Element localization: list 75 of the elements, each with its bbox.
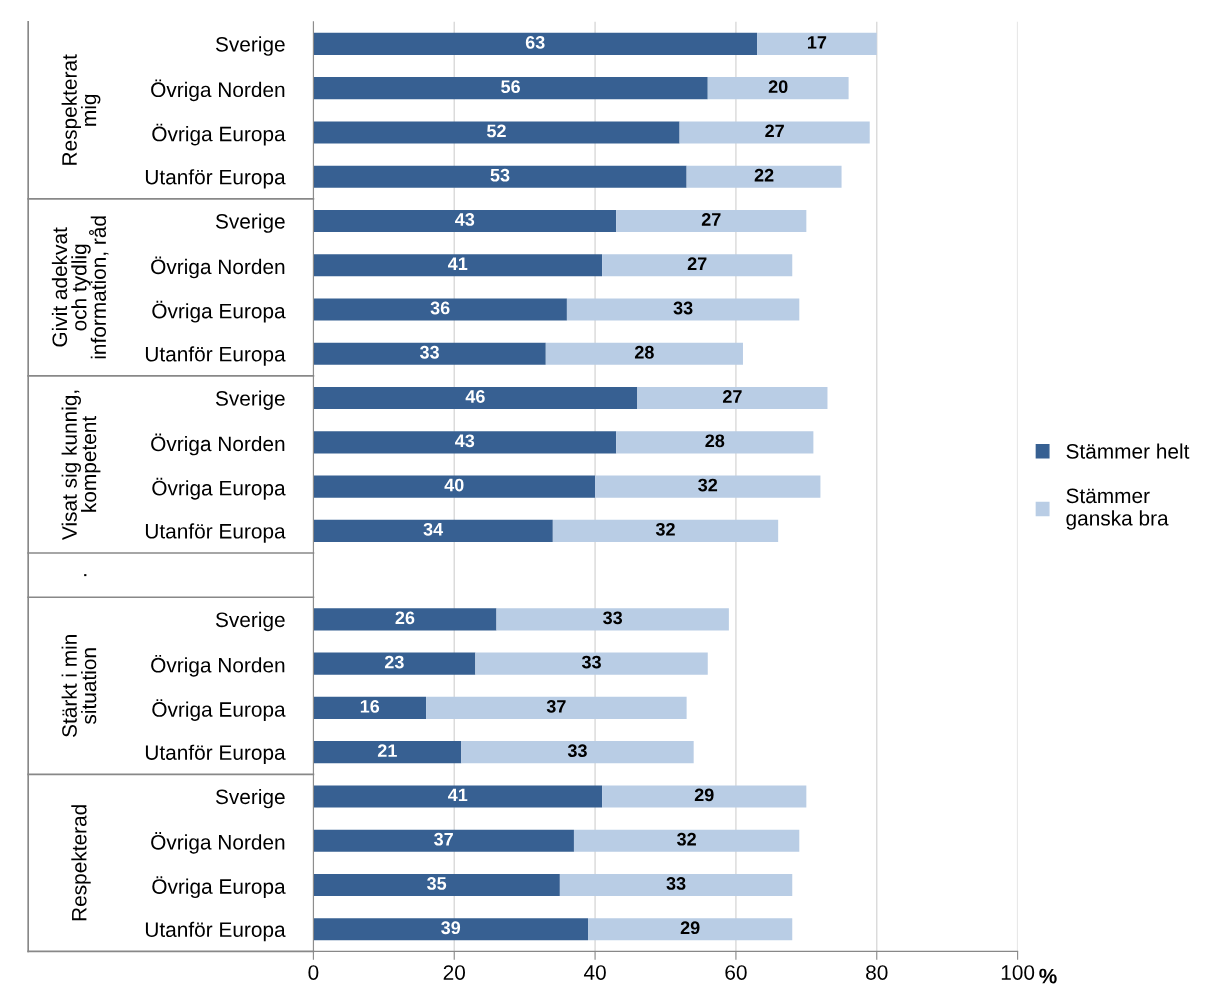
data-label: 27: [687, 257, 707, 270]
data-label: 39: [441, 921, 461, 935]
data-label: 40: [444, 478, 464, 492]
x-tick-label: 100: [1001, 965, 1035, 980]
data-label: 33: [673, 301, 693, 315]
data-label: 33: [666, 877, 686, 890]
data-label: 33: [581, 655, 601, 669]
y-tick-label: Övriga Norden: [151, 79, 285, 102]
data-label: 37: [546, 699, 566, 713]
data-label: 28: [634, 345, 654, 359]
y-tick-label: Utanför Europa: [145, 346, 286, 366]
data-label: 34: [423, 522, 444, 536]
data-label: 29: [694, 788, 714, 802]
data-label: 46: [465, 390, 485, 403]
data-label: 27: [722, 390, 742, 403]
data-label: 43: [455, 434, 475, 448]
data-label: 27: [765, 124, 784, 138]
data-label: 35: [427, 877, 447, 890]
legend-label: Stämmer ganska bra: [1066, 488, 1169, 530]
text: Visat sig kunnig, kompetent: [61, 390, 101, 541]
y-tick-label: Utanför Europa: [145, 169, 286, 189]
y-tick-label: Sverige: [215, 36, 285, 56]
x-axis-title: %: [1039, 968, 1057, 984]
y-tick-label: Övriga Europa: [152, 477, 286, 500]
y-tick-label: Övriga Norden: [151, 433, 285, 456]
data-label: 21: [377, 744, 397, 757]
data-label: 16: [360, 699, 380, 713]
data-label: 63: [525, 35, 545, 49]
data-label: 41: [447, 257, 468, 270]
data-label: 36: [430, 301, 450, 315]
text: Stärkt i min situation: [61, 635, 97, 737]
y-tick-label: Övriga Europa: [152, 300, 286, 323]
y-tick-label: Sverige: [215, 390, 285, 410]
y-tick-label: Övriga Norden: [151, 832, 285, 854]
data-label: 28: [705, 434, 725, 448]
x-tick-label: 20: [443, 965, 466, 980]
y-tick-label: Sverige: [215, 611, 285, 632]
y-tick-label: Utanför Europa: [145, 523, 286, 543]
y-tick-label: Sverige: [215, 788, 285, 809]
y-tick-label: Utanför Europa: [145, 921, 286, 942]
y-tick-label: Utanför Europa: [145, 744, 286, 765]
data-label: 52: [487, 124, 506, 138]
x-tick-label: 60: [725, 965, 747, 980]
data-label: 33: [603, 611, 623, 625]
legend-label: Stämmer helt: [1066, 443, 1190, 459]
text: Respekterat mig: [61, 54, 101, 165]
y-tick-label: Övriga Norden: [151, 654, 285, 677]
data-label: 29: [680, 921, 700, 935]
y-tick-label: Sverige: [215, 213, 285, 233]
text: .: [84, 574, 87, 577]
data-label: 27: [701, 213, 721, 226]
data-label: 32: [698, 478, 718, 492]
data-label: 37: [434, 832, 453, 846]
y-tick-label: Övriga Europa: [152, 699, 286, 721]
data-label: 56: [501, 80, 520, 94]
data-label: 41: [447, 788, 468, 802]
data-label: 33: [567, 744, 587, 758]
data-label: 43: [455, 213, 475, 226]
data-label: 33: [419, 345, 439, 359]
y-tick-label: Övriga Europa: [152, 123, 286, 146]
text: Respekterad: [71, 805, 91, 921]
data-label: 20: [768, 80, 788, 94]
data-label: 17: [808, 36, 827, 49]
text: Givit adekvat och tydlig information, råd: [51, 216, 109, 359]
data-label: 32: [677, 832, 696, 846]
y-tick-label: Övriga Norden: [151, 256, 285, 279]
data-label: 23: [384, 655, 404, 669]
data-label: 22: [754, 168, 774, 182]
x-tick-label: 0: [308, 965, 319, 980]
data-label: 32: [655, 522, 675, 536]
x-tick-label: 80: [866, 965, 888, 980]
data-label: 53: [490, 168, 510, 182]
x-tick-label: 40: [583, 965, 606, 980]
data-label: 26: [395, 611, 415, 625]
y-tick-label: Övriga Europa: [152, 876, 286, 899]
